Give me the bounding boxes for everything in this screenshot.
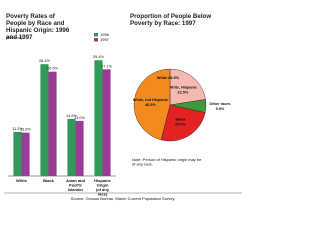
- bar: [102, 69, 111, 176]
- x-tick-label: Black: [43, 178, 54, 183]
- page: Source: Census Bureau, March Current Pop…: [4, 12, 242, 202]
- bar: [21, 132, 30, 176]
- x-tick-label: Asian and Pacific Islander: [66, 178, 86, 192]
- slice-value: 5.9%: [216, 107, 225, 111]
- value-label: 27.1%: [101, 64, 112, 68]
- value-label: 26.5%: [47, 67, 58, 71]
- legend-label: 1997: [100, 37, 110, 42]
- slice-value: 25.6%: [175, 122, 186, 126]
- note: Note: Person of Hispanic origin may be of…: [132, 157, 202, 167]
- value-label: 14.5%: [66, 114, 77, 118]
- chart-subtitle: (Percent): [6, 35, 23, 40]
- bar: [94, 60, 103, 176]
- legend-label: 1996: [100, 32, 110, 37]
- pie-slice: [169, 68, 206, 106]
- bar: [75, 120, 84, 176]
- chart-title: Proportion of People Below Poverty by Rac…: [130, 13, 211, 27]
- slice-label: White, not Hispanic: [133, 98, 168, 102]
- annotation: White 68.5%: [157, 76, 180, 80]
- slice-label: Black: [175, 117, 186, 121]
- source: Source: Census Bureau, March Current Pop…: [71, 196, 176, 201]
- value-label: 11.2%: [12, 127, 23, 131]
- legend-swatch: [94, 33, 98, 37]
- bar: [40, 64, 49, 176]
- chart-title: Poverty Rates of People by Race and Hispan…: [6, 13, 70, 41]
- value-label: 11.0%: [20, 128, 31, 132]
- slice-label: White, Hispanic: [169, 85, 197, 89]
- slice-value: 22.5%: [177, 90, 188, 94]
- x-tick-label: Hispanic Origin (of any race): [94, 178, 111, 197]
- bar: [67, 118, 76, 176]
- slice-value: 46.0%: [145, 103, 156, 107]
- value-label: 14.0%: [74, 116, 85, 120]
- slice-label: Other races: [209, 102, 230, 106]
- legend-swatch: [94, 38, 98, 42]
- bar: [13, 131, 22, 176]
- value-label: 28.4%: [39, 59, 50, 63]
- bar: [48, 71, 57, 176]
- pie-slice: [160, 104, 206, 142]
- pie-slice: [133, 68, 171, 141]
- value-label: 29.4%: [93, 55, 104, 59]
- x-tick-label: White: [16, 178, 28, 183]
